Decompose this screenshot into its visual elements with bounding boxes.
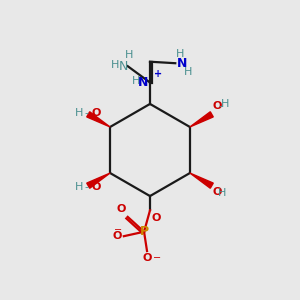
Text: P: P (140, 225, 148, 238)
Text: N: N (177, 57, 187, 70)
Text: +: + (154, 69, 163, 79)
Text: −: − (114, 225, 122, 235)
Text: O: O (213, 101, 222, 111)
Text: O: O (117, 204, 126, 214)
Polygon shape (87, 173, 110, 188)
Text: H: H (132, 76, 140, 86)
Text: O: O (213, 187, 222, 197)
Polygon shape (87, 112, 110, 127)
Text: -: - (218, 101, 222, 111)
Text: H: H (125, 50, 134, 60)
Text: H: H (74, 182, 83, 192)
Text: O: O (142, 254, 152, 263)
Text: O: O (152, 213, 161, 223)
Text: H: H (74, 108, 83, 118)
Text: O: O (92, 182, 101, 192)
Text: H: H (218, 188, 227, 198)
Text: O: O (113, 231, 122, 241)
Text: H: H (184, 67, 193, 77)
Text: O: O (92, 108, 101, 118)
Text: -: - (85, 182, 89, 192)
Polygon shape (190, 173, 213, 188)
Polygon shape (190, 112, 213, 127)
Text: H: H (110, 60, 119, 70)
Text: N: N (138, 76, 148, 89)
Text: -: - (85, 108, 89, 118)
Text: H: H (176, 49, 184, 59)
Text: −: − (153, 253, 161, 262)
Text: N: N (118, 60, 128, 73)
Text: H: H (221, 99, 230, 109)
